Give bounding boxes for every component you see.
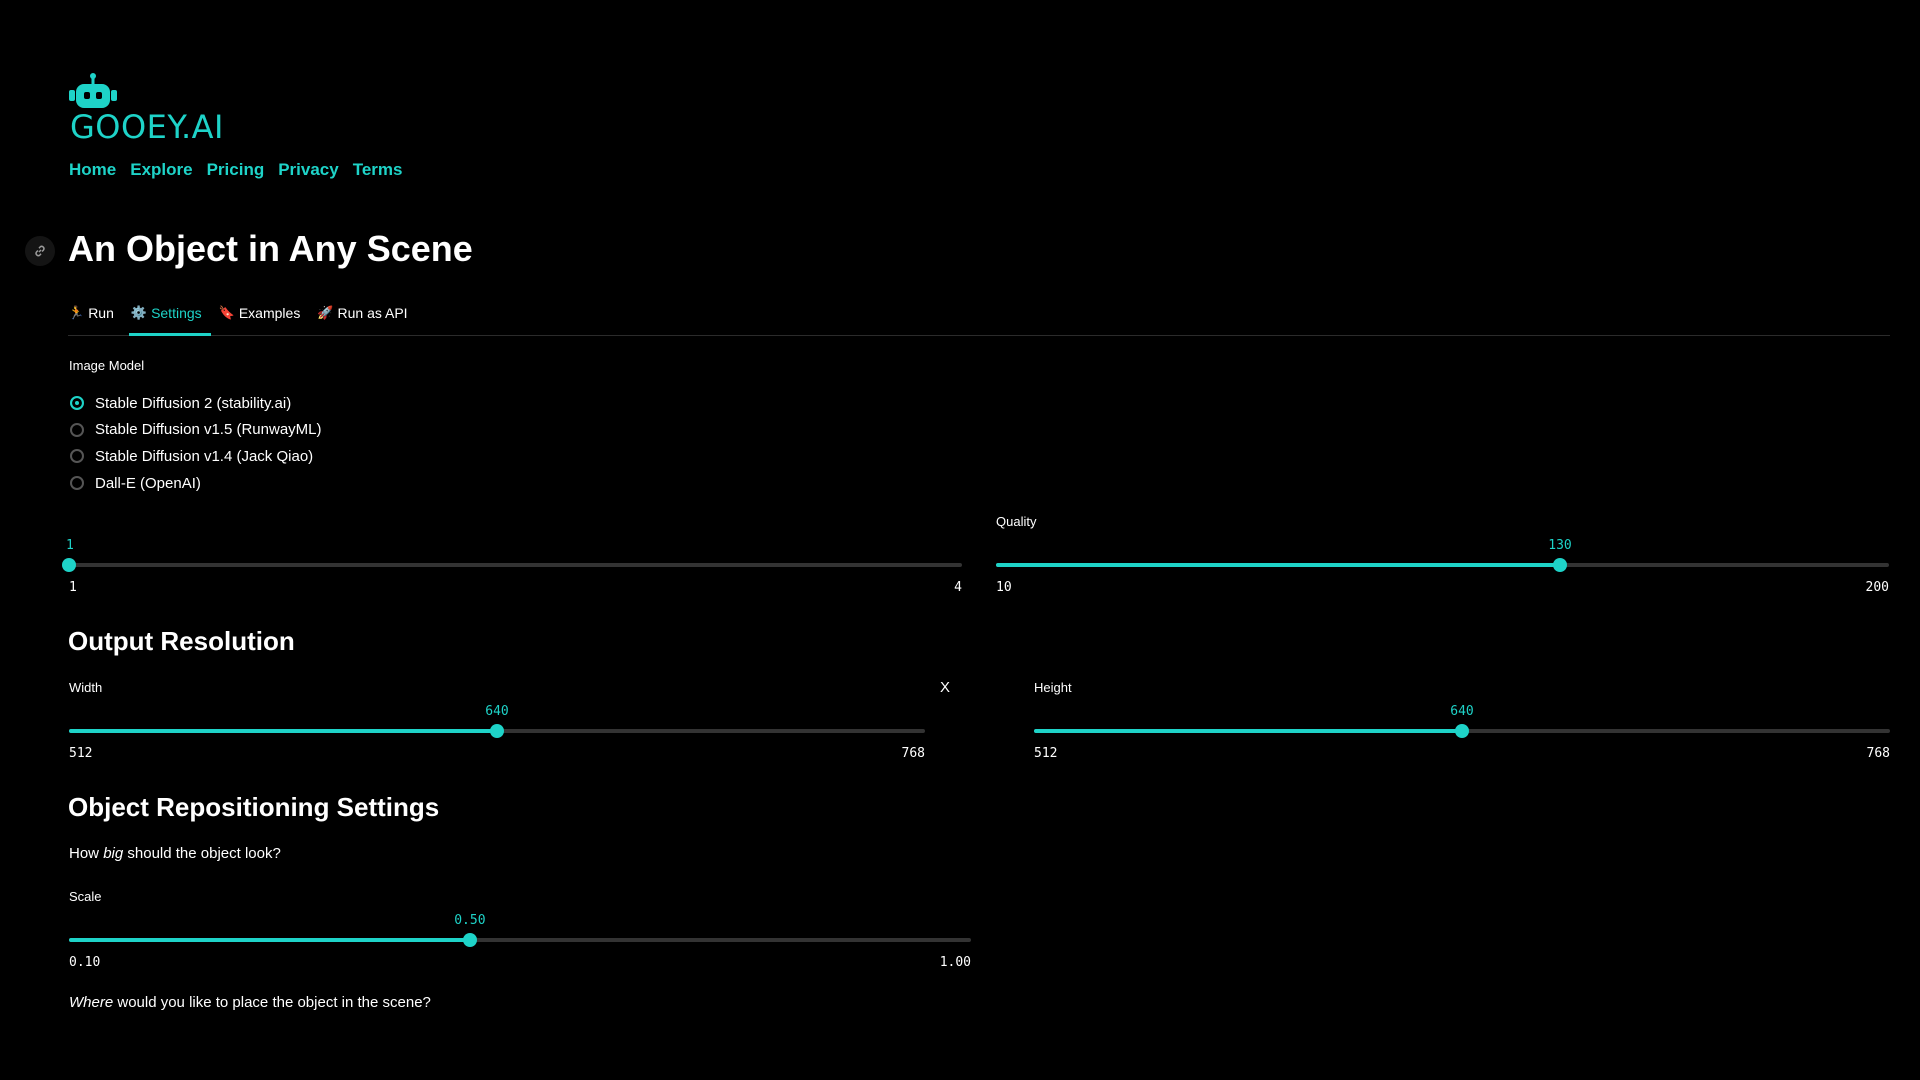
image-model-radio-group: Stable Diffusion 2 (stability.ai) Stable… <box>70 390 322 496</box>
scale-slider[interactable]: 0.50 0.10 1.00 <box>69 913 971 975</box>
slider-thumb[interactable] <box>1553 558 1567 572</box>
quality-slider[interactable]: 130 10 200 <box>996 538 1889 600</box>
slider-fill <box>1034 729 1462 733</box>
slider-value: 130 <box>1548 538 1572 553</box>
slider-min: 1 <box>69 580 77 595</box>
nav-home[interactable]: Home <box>69 160 117 179</box>
size-question-emphasis: big <box>103 845 124 862</box>
rocket-icon: 🚀 <box>317 305 334 320</box>
place-question: Where would you like to place the object… <box>69 994 431 1011</box>
slider-max: 200 <box>1865 580 1889 595</box>
slider-max: 4 <box>954 580 962 595</box>
num-outputs-slider[interactable]: 1 1 4 <box>62 538 962 600</box>
tab-label: Examples <box>238 305 301 321</box>
slider-value: 0.50 <box>454 913 486 928</box>
place-question-emphasis: Where <box>69 994 114 1011</box>
slider-min: 512 <box>1034 746 1058 761</box>
runner-icon: 🏃 <box>68 305 85 320</box>
size-question-after: should the object look? <box>123 845 281 862</box>
image-model-label: Image Model <box>69 358 145 373</box>
nav-privacy[interactable]: Privacy <box>278 160 339 179</box>
gear-icon: ⚙️ <box>130 305 148 320</box>
radio-label: Stable Diffusion v1.5 (RunwayML) <box>95 421 322 439</box>
slider-value: 640 <box>485 704 509 719</box>
tab-bar: 🏃 Run ⚙️ Settings 🔖 Examples 🚀 Run as AP… <box>68 302 1890 336</box>
slider-max: 768 <box>1866 746 1890 761</box>
tab-run-as-api[interactable]: 🚀 Run as API <box>317 302 416 335</box>
radio-button[interactable] <box>70 396 84 411</box>
slider-min: 10 <box>996 580 1012 595</box>
tab-label: Run as API <box>337 305 408 321</box>
slider-thumb[interactable] <box>1455 724 1469 738</box>
repositioning-heading: Object Repositioning Settings <box>68 792 440 822</box>
place-question-after: would you like to place the object in th… <box>113 994 431 1011</box>
slider-thumb[interactable] <box>490 724 504 738</box>
radio-button[interactable] <box>70 476 84 491</box>
slider-fill <box>69 938 470 942</box>
page-title: An Object in Any Scene <box>68 228 473 269</box>
radio-button[interactable] <box>70 422 84 437</box>
slider-fill <box>69 729 497 733</box>
slider-track[interactable] <box>69 938 971 942</box>
radio-option[interactable]: Stable Diffusion v1.4 (Jack Qiao) <box>70 443 322 470</box>
slider-value: 1 <box>66 538 74 553</box>
tab-settings[interactable]: ⚙️ Settings <box>128 302 211 336</box>
link-icon[interactable] <box>25 236 55 266</box>
output-resolution-heading: Output Resolution <box>68 626 295 656</box>
slider-value: 640 <box>1450 704 1474 719</box>
slider-max: 1.00 <box>939 955 971 970</box>
radio-option[interactable]: Stable Diffusion v1.5 (RunwayML) <box>70 417 322 444</box>
bookmark-icon: 🔖 <box>218 305 235 320</box>
quality-label: Quality <box>996 514 1037 529</box>
gooey-logo-text[interactable]: GOOEY.AI <box>70 108 224 146</box>
top-nav: Home Explore Pricing Privacy Terms <box>69 160 402 180</box>
slider-thumb[interactable] <box>462 933 477 947</box>
height-label: Height <box>1034 680 1072 695</box>
slider-fill <box>996 563 1560 567</box>
slider-min: 0.10 <box>69 955 101 970</box>
tab-examples[interactable]: 🔖 Examples <box>219 302 310 335</box>
width-label: Width <box>69 680 103 695</box>
slider-min: 512 <box>69 746 93 761</box>
size-question-before: How <box>69 845 104 862</box>
nav-pricing[interactable]: Pricing <box>206 160 265 179</box>
nav-explore[interactable]: Explore <box>130 160 193 179</box>
radio-button[interactable] <box>70 449 84 464</box>
tab-run[interactable]: 🏃 Run <box>68 302 123 335</box>
width-slider[interactable]: 640 512 768 <box>69 704 925 766</box>
slider-thumb[interactable] <box>62 558 76 572</box>
tab-label: Settings <box>151 305 202 321</box>
resolution-separator: X <box>940 679 951 696</box>
scale-label: Scale <box>69 889 102 904</box>
radio-option[interactable]: Dall-E (OpenAI) <box>70 470 322 497</box>
slider-max: 768 <box>901 746 925 761</box>
tab-label: Run <box>88 305 114 321</box>
slider-track[interactable] <box>69 563 962 567</box>
gooey-logo-robot-icon[interactable] <box>69 72 117 115</box>
height-slider[interactable]: 640 512 768 <box>1034 704 1890 766</box>
nav-terms[interactable]: Terms <box>352 160 403 179</box>
radio-option[interactable]: Stable Diffusion 2 (stability.ai) <box>70 390 322 417</box>
size-question: How big should the object look? <box>69 845 281 862</box>
radio-label: Stable Diffusion v1.4 (Jack Qiao) <box>95 447 314 465</box>
radio-label: Dall-E (OpenAI) <box>95 474 201 492</box>
radio-label: Stable Diffusion 2 (stability.ai) <box>95 394 292 412</box>
